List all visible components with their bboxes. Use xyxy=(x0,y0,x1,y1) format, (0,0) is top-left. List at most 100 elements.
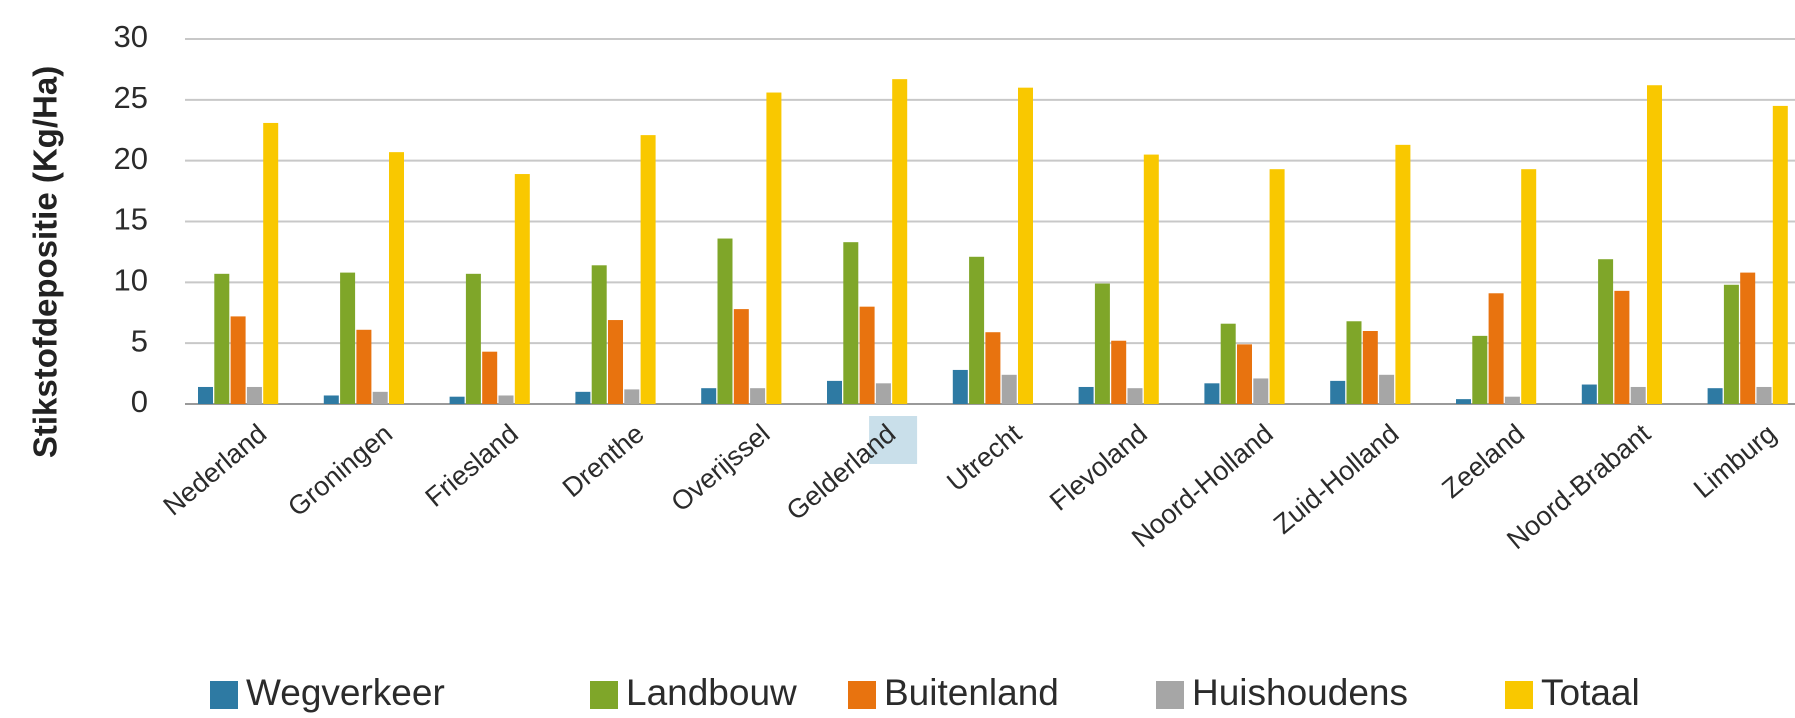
bar-wegverkeer xyxy=(1330,380,1346,404)
bar-wegverkeer xyxy=(952,369,968,404)
bar-huishoudens xyxy=(1756,386,1772,404)
bar-landbouw xyxy=(1220,323,1236,404)
bar-buitenland xyxy=(482,351,498,404)
legend-label: Huishoudens xyxy=(1192,672,1408,713)
bar-huishoudens xyxy=(1630,386,1646,404)
bar-buitenland xyxy=(1362,331,1378,404)
bar-totaal xyxy=(1647,85,1662,404)
bar-group xyxy=(701,92,782,405)
legend-item-wegverkeer: Wegverkeer xyxy=(210,672,445,713)
legend-item-totaal: Totaal xyxy=(1505,672,1640,713)
bar-wegverkeer xyxy=(827,380,842,404)
bar-group xyxy=(575,135,656,404)
bar-landbouw xyxy=(1598,259,1614,404)
legend-swatch xyxy=(590,681,618,709)
x-tick-label: Gelderland xyxy=(781,418,901,526)
bar-totaal xyxy=(1772,105,1788,405)
bar-group xyxy=(1330,144,1411,404)
category-highlight xyxy=(869,416,918,464)
bar-wegverkeer xyxy=(198,386,213,404)
legend-swatch xyxy=(1505,681,1533,709)
y-tick-label: 0 xyxy=(131,384,148,419)
x-axis-ticks: Nederland Groningen Friesland Drenthe Overij… xyxy=(158,418,1782,555)
bar-group xyxy=(952,87,1033,405)
bar-wegverkeer xyxy=(575,391,591,404)
x-tick-label: Zuid-Holland xyxy=(1268,418,1405,539)
bar-huishoudens xyxy=(1504,396,1520,404)
bar-landbouw xyxy=(717,238,733,404)
bar-landbouw xyxy=(1472,335,1488,404)
bar-group xyxy=(1456,169,1537,404)
bar-totaal xyxy=(1269,169,1285,404)
bar-group xyxy=(1078,154,1159,404)
bar-buitenland xyxy=(356,329,372,404)
y-tick-label: 10 xyxy=(114,263,148,298)
legend-label: Landbouw xyxy=(626,672,797,713)
bar-wegverkeer xyxy=(701,388,717,404)
bar-totaal xyxy=(1521,169,1537,404)
bar-buitenland xyxy=(1111,340,1127,404)
x-tick-label: Drenthe xyxy=(557,418,650,503)
bar-group xyxy=(827,79,908,405)
bar-huishoudens xyxy=(750,388,766,404)
x-tick-label: Nederland xyxy=(158,418,273,521)
x-tick-label: Friesland xyxy=(420,418,524,512)
bar-huishoudens xyxy=(1253,378,1269,404)
bar-huishoudens xyxy=(246,386,262,404)
bar-totaal xyxy=(1018,87,1033,405)
y-axis-label: Stikstofdepositie (Kg/Ha) xyxy=(27,66,64,458)
x-tick-label: Overijssel xyxy=(665,418,775,517)
bar-landbouw xyxy=(1723,284,1739,404)
bar-landbouw xyxy=(465,273,481,404)
bar-landbouw xyxy=(969,256,985,404)
bar-huishoudens xyxy=(1127,388,1143,404)
legend-item-huishoudens: Huishoudens xyxy=(1156,672,1408,713)
bar-group xyxy=(323,152,404,404)
bar-totaal xyxy=(1395,144,1411,404)
bar-buitenland xyxy=(985,332,1001,404)
bar-buitenland xyxy=(1488,293,1504,404)
bar-group xyxy=(449,174,530,404)
bar-landbouw xyxy=(591,265,607,404)
legend-swatch xyxy=(210,681,238,709)
bar-buitenland xyxy=(733,309,749,404)
bar-totaal xyxy=(1143,154,1159,404)
bar-buitenland xyxy=(1740,272,1756,404)
bar-buitenland xyxy=(859,306,875,404)
bar-group xyxy=(1581,85,1662,404)
y-tick-label: 30 xyxy=(114,19,148,54)
legend-label: Buitenland xyxy=(884,672,1059,713)
bar-wegverkeer xyxy=(1707,388,1723,404)
bar-huishoudens xyxy=(624,389,640,404)
legend-item-buitenland: Buitenland xyxy=(848,672,1059,713)
bar-landbouw xyxy=(340,272,356,404)
bar-huishoudens xyxy=(1379,374,1395,404)
bar-group xyxy=(198,122,279,404)
bar-wegverkeer xyxy=(449,396,465,404)
bar-totaal xyxy=(892,79,908,405)
bar-totaal xyxy=(766,92,782,405)
x-tick-label: Limburg xyxy=(1688,418,1782,504)
legend-swatch xyxy=(1156,681,1184,709)
y-axis-ticks: 0 5 10 15 20 25 30 xyxy=(114,19,148,419)
x-tick-label: Zeeland xyxy=(1436,418,1530,504)
bar-wegverkeer xyxy=(1078,386,1094,404)
legend: Wegverkeer Landbouw Buitenland Huishoudens T… xyxy=(210,672,1640,713)
bar-wegverkeer xyxy=(1204,383,1220,404)
bar-totaal xyxy=(514,174,530,404)
bar-huishoudens xyxy=(372,391,388,404)
bar-huishoudens xyxy=(1001,374,1017,404)
legend-label: Totaal xyxy=(1541,672,1640,713)
y-tick-label: 25 xyxy=(114,80,148,115)
bar-totaal xyxy=(389,152,404,404)
legend-swatch xyxy=(848,681,876,709)
bar-wegverkeer xyxy=(1456,399,1471,404)
bar-totaal xyxy=(263,122,279,404)
category-highlight-box xyxy=(869,416,918,464)
gridlines xyxy=(185,38,1795,405)
bar-wegverkeer xyxy=(1581,384,1597,404)
x-tick-label: Utrecht xyxy=(941,418,1027,497)
y-axis-title: Stikstofdepositie (Kg/Ha) xyxy=(27,66,64,458)
